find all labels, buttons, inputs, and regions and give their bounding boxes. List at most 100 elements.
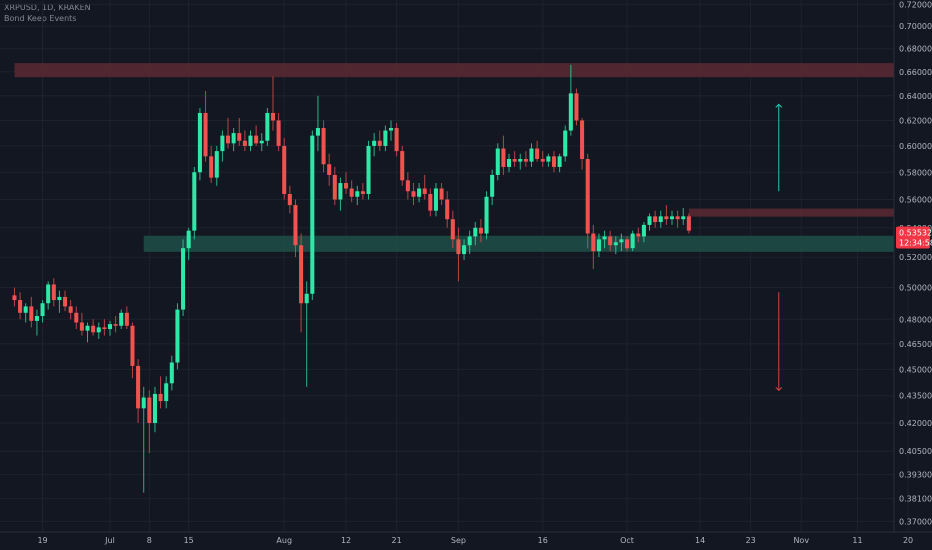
candle-body bbox=[130, 325, 135, 366]
candle-body bbox=[675, 216, 680, 220]
candle-body bbox=[490, 174, 495, 197]
candle-body bbox=[270, 112, 276, 121]
candle-body bbox=[372, 140, 377, 146]
indicator-line: Bond Keep Events bbox=[4, 14, 77, 23]
x-tick-label: 15 bbox=[184, 536, 194, 545]
candle-body bbox=[68, 306, 73, 313]
x-tick-label: 12 bbox=[341, 536, 351, 545]
candle-body bbox=[136, 365, 141, 409]
y-tick-label: 0.43500 bbox=[899, 392, 932, 401]
arrows bbox=[775, 103, 783, 392]
symbol-line: XRPUSD, 1D, KRAKEN bbox=[4, 3, 91, 12]
candle-body bbox=[422, 188, 427, 194]
candle-body bbox=[40, 303, 45, 317]
grid-lines bbox=[0, 0, 909, 532]
candle-body bbox=[540, 158, 545, 162]
candle-body bbox=[557, 156, 562, 167]
candle-body bbox=[439, 188, 444, 200]
candle-body bbox=[34, 316, 39, 321]
candle-body bbox=[686, 216, 691, 231]
candle-body bbox=[602, 236, 607, 240]
candle-body bbox=[394, 128, 399, 152]
candle-body bbox=[152, 393, 157, 423]
candle-body bbox=[164, 383, 169, 402]
candle-body bbox=[197, 112, 202, 173]
candle-body bbox=[613, 242, 618, 246]
candle-body bbox=[231, 133, 236, 144]
y-tick-label: 0.39300 bbox=[899, 471, 932, 480]
last-price-value: 0.53532 bbox=[899, 229, 932, 238]
candle-body bbox=[428, 193, 433, 211]
candle-body bbox=[225, 135, 231, 144]
y-tick-label: 0.68000 bbox=[899, 45, 932, 54]
x-tick-label: 8 bbox=[147, 536, 152, 545]
candle-body bbox=[349, 188, 354, 197]
y-tick-label: 0.70000 bbox=[899, 22, 932, 31]
x-axis[interactable]: 19 Jul 8 15 Aug 12 21 Sep 16 Oct 14 23 Nov 11 20 bbox=[37, 536, 913, 545]
candle-body bbox=[214, 151, 219, 178]
candle-body bbox=[124, 312, 129, 326]
candle-body bbox=[293, 205, 298, 246]
candle-body bbox=[327, 164, 332, 175]
candle-body bbox=[175, 309, 180, 363]
y-tick-label: 0.50000 bbox=[899, 284, 932, 293]
candle-body bbox=[158, 393, 163, 402]
candle-body bbox=[478, 227, 483, 234]
down-arrow-head bbox=[775, 387, 783, 392]
candle-body bbox=[377, 140, 382, 146]
candle-body bbox=[63, 296, 68, 307]
candle-body bbox=[625, 239, 630, 249]
candle-body bbox=[113, 324, 118, 326]
candle-body bbox=[299, 245, 304, 304]
candle-body bbox=[563, 130, 568, 157]
y-tick-label: 0.52000 bbox=[899, 253, 932, 262]
candle-body bbox=[450, 219, 455, 240]
candle-body bbox=[192, 172, 197, 231]
y-tick-label: 0.46500 bbox=[899, 340, 932, 349]
x-tick-label: 20 bbox=[903, 536, 913, 545]
y-tick-label: 0.56000 bbox=[899, 196, 932, 205]
candle-body bbox=[619, 239, 624, 243]
candle-body bbox=[282, 145, 287, 194]
candle-body bbox=[495, 148, 500, 175]
y-tick-label: 0.64000 bbox=[899, 92, 932, 101]
candle-body bbox=[456, 239, 461, 255]
candle-body bbox=[681, 216, 686, 220]
zones bbox=[14, 63, 895, 252]
candle-body bbox=[338, 183, 343, 200]
x-tick-label: Jul bbox=[104, 536, 115, 545]
x-tick-label: 23 bbox=[746, 536, 756, 545]
candle-body bbox=[74, 312, 79, 323]
y-tick-label: 0.40500 bbox=[899, 447, 932, 456]
candle-body bbox=[186, 230, 191, 249]
y-axis[interactable]: 0.72000 0.70000 0.68000 0.66000 0.64000 0.620… bbox=[899, 0, 932, 526]
candle-body bbox=[248, 135, 253, 146]
candle-body bbox=[237, 133, 242, 141]
candle-body bbox=[51, 284, 56, 301]
last-price-label: 0.53532 12:34:58 bbox=[896, 226, 932, 249]
y-tick-label: 0.66000 bbox=[899, 68, 932, 77]
candle-body bbox=[360, 191, 365, 194]
y-tick-label: 0.38100 bbox=[899, 495, 932, 504]
candle-body bbox=[107, 324, 113, 330]
candle-body bbox=[29, 306, 34, 321]
x-tick-label: 21 bbox=[392, 536, 402, 545]
candle-body bbox=[287, 193, 292, 206]
candle-body bbox=[321, 128, 326, 165]
candle-body bbox=[405, 180, 410, 192]
candle-body bbox=[209, 156, 214, 178]
x-tick-label: 16 bbox=[538, 536, 548, 545]
candle-body bbox=[254, 135, 259, 144]
candle-body bbox=[647, 216, 652, 225]
candle-body bbox=[220, 135, 225, 152]
candle-body bbox=[366, 145, 371, 194]
candle-body bbox=[669, 216, 675, 220]
candle-body bbox=[411, 191, 416, 197]
candle-body bbox=[265, 112, 270, 141]
candle-body bbox=[23, 306, 28, 313]
candle-body bbox=[96, 327, 101, 333]
candle-body bbox=[641, 224, 646, 237]
candle-body bbox=[512, 158, 517, 162]
y-tick-label: 0.72000 bbox=[899, 0, 932, 9]
